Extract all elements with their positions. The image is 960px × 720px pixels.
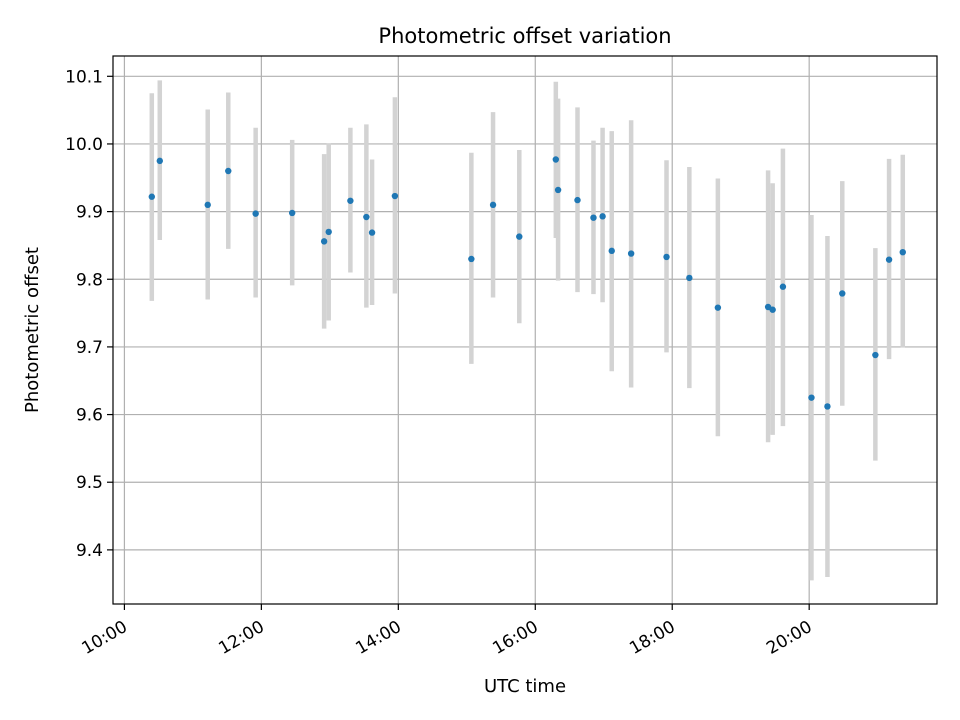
data-point: [363, 213, 370, 221]
data-point: [156, 157, 163, 165]
data-point: [590, 214, 597, 221]
y-axis-label: Photometric offset: [22, 247, 43, 413]
y-tick-label: 10.0: [65, 135, 103, 155]
data-point: [552, 156, 560, 163]
data-point: [554, 186, 562, 194]
y-tick-label: 9.6: [76, 406, 103, 426]
data-point: [686, 274, 693, 282]
data-point: [325, 228, 332, 236]
data-point: [489, 201, 497, 209]
data-point: [663, 253, 670, 261]
data-point: [839, 290, 846, 297]
grid: [113, 56, 937, 604]
x-axis-label: UTC time: [484, 676, 566, 697]
data-point: [252, 210, 259, 217]
data-point: [608, 247, 615, 255]
data-points: [148, 156, 906, 410]
data-point: [769, 306, 776, 313]
chart-title: Photometric offset variation: [378, 24, 671, 48]
data-point: [885, 256, 893, 263]
y-tick-label: 9.8: [76, 270, 103, 290]
plot-area: [113, 56, 937, 604]
data-point: [574, 196, 581, 204]
data-point: [872, 351, 879, 359]
y-tick-label: 9.7: [76, 338, 103, 358]
data-point: [288, 209, 296, 217]
data-point: [391, 192, 399, 200]
axes-frame: [112, 55, 938, 605]
data-point: [779, 283, 787, 290]
data-point: [148, 193, 156, 200]
data-point: [347, 197, 354, 204]
y-axis: 9.4 9.5 9.6 9.7 9.8 9.9 10.0 10.1: [65, 67, 113, 561]
data-point: [468, 255, 475, 263]
data-point: [808, 394, 815, 401]
y-tick-label: 10.1: [65, 67, 103, 87]
y-tick-label: 9.5: [76, 473, 103, 493]
y-tick-label: 9.9: [76, 203, 103, 223]
data-point: [368, 229, 376, 236]
data-point: [320, 238, 328, 245]
y-tick-label: 9.4: [76, 541, 103, 561]
data-point: [516, 233, 523, 240]
data-point: [599, 213, 606, 220]
data-point: [225, 167, 232, 175]
data-point: [204, 201, 211, 209]
data-point: [824, 403, 831, 410]
data-point: [714, 304, 722, 311]
data-point: [899, 248, 906, 256]
data-point: [627, 250, 635, 257]
